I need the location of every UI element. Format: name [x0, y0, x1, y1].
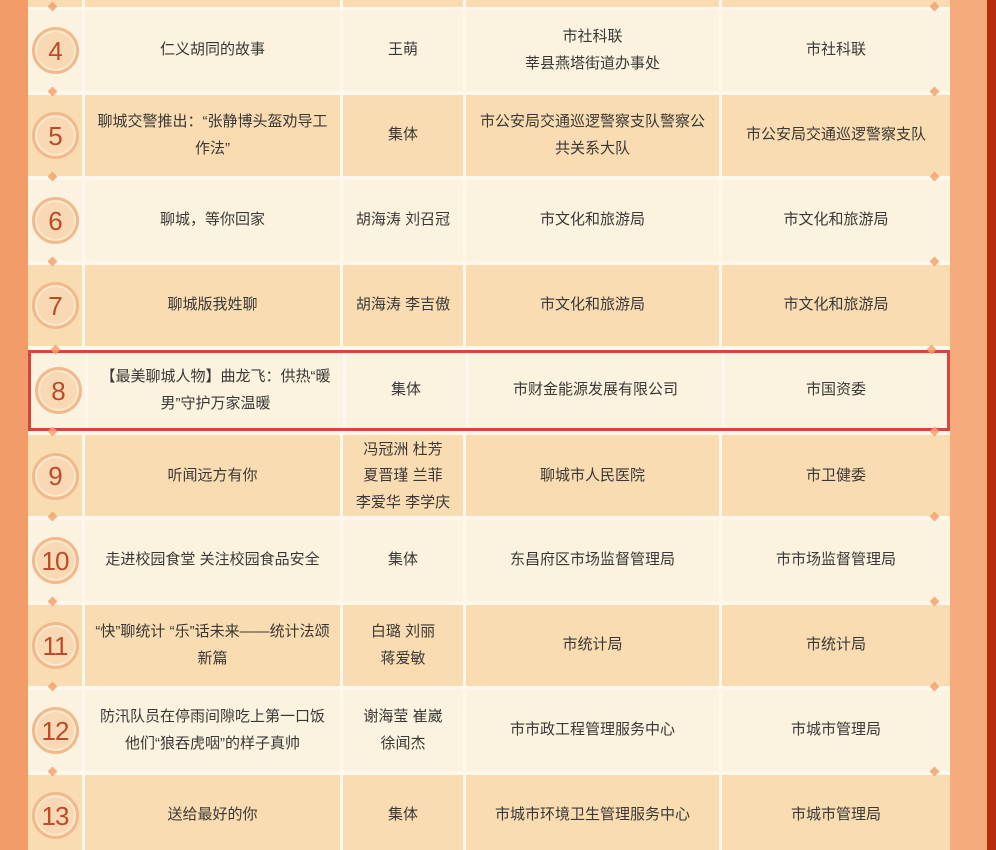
row-number-badge: 4 — [31, 27, 79, 74]
row-number-badge: 7 — [31, 282, 79, 329]
row-number-cell: 9 — [28, 435, 85, 518]
recommending-unit: 市城市管理局 — [790, 721, 881, 739]
recommending-unit: 市公安局交通巡逻警察支队 — [745, 126, 926, 144]
recommending-unit: 市卫健委 — [805, 467, 866, 485]
author-names: 集体 — [346, 353, 469, 428]
organization: 市市政工程管理服务中心 — [466, 690, 722, 771]
table-row: 13 送给最好的你 集体 市城市环境卫生管理服务中心 市城市管理局 — [28, 775, 950, 850]
right-border-strip — [950, 0, 987, 850]
organization: 聊城市人民医院 — [466, 435, 722, 518]
recommending-unit: 市社科联 — [805, 41, 866, 59]
author-names: 胡海涛 刘召冠 — [343, 180, 466, 261]
author-names: 胡海涛 李吉傲 — [343, 265, 466, 346]
row-number-badge: 6 — [31, 197, 79, 244]
work-title: 聊城，等你回家 — [85, 180, 343, 261]
work-title: 聊城版我姓聊 — [85, 265, 343, 346]
row-number: 12 — [41, 715, 70, 746]
row-number-cell: 6 — [28, 180, 85, 261]
row-number-badge: 5 — [31, 112, 79, 159]
partial-cell — [466, 0, 722, 7]
author-names: 集体 — [343, 775, 466, 850]
author-names: 白璐 刘丽 蒋爱敏 — [343, 605, 466, 686]
table-row: 7 聊城版我姓聊 胡海涛 李吉傲 市文化和旅游局 市文化和旅游局 — [28, 265, 950, 346]
row-number: 9 — [48, 461, 63, 492]
row-number: 13 — [41, 800, 70, 831]
table-row: 10 走进校园食堂 关注校园食品安全 集体 东昌府区市场监督管理局 市市场监督管… — [28, 520, 950, 601]
row-number: 10 — [41, 545, 70, 576]
partial-row-top — [28, 0, 950, 7]
table-row: 12 防汛队员在停雨间隙吃上第一口饭 他们“狼吞虎咽”的样子真帅 谢海莹 崔崴 … — [28, 690, 950, 771]
recommending-unit: 市市场监督管理局 — [775, 551, 896, 569]
row-number-badge: 9 — [31, 452, 79, 500]
organization: 市统计局 — [466, 605, 722, 686]
row-number: 8 — [51, 375, 66, 406]
row-number-badge: 11 — [31, 622, 79, 669]
work-title: 走进校园食堂 关注校园食品安全 — [85, 520, 343, 601]
table-row: 6 聊城，等你回家 胡海涛 刘召冠 市文化和旅游局 市文化和旅游局 — [28, 180, 950, 261]
row-number-badge: 13 — [31, 792, 79, 839]
row-number-cell: 11 — [28, 605, 85, 686]
partial-cell — [722, 0, 950, 7]
row-number-cell: 12 — [28, 690, 85, 771]
author-names: 王萌 — [343, 10, 466, 91]
partial-cell — [85, 0, 343, 7]
organization: 市文化和旅游局 — [466, 180, 722, 261]
table-row: 9 听闻远方有你 冯冠洲 杜芳 夏晋瑾 兰菲 李爱华 李学庆 聊城市人民医院 市… — [28, 435, 950, 518]
work-title: 【最美聊城人物】曲龙飞：供热“暖男”守护万家温暖 — [88, 353, 346, 428]
work-title: “快”聊统计 “乐”话未来——统计法颂新篇 — [85, 605, 343, 686]
row-number: 5 — [48, 120, 63, 151]
row-number: 7 — [48, 290, 63, 321]
row-number: 4 — [48, 35, 63, 66]
row-number-badge: 8 — [34, 367, 82, 414]
author-names: 集体 — [343, 520, 466, 601]
work-title: 听闻远方有你 — [85, 435, 343, 518]
table-row: 4 仁义胡同的故事 王萌 市社科联 莘县燕塔街道办事处 市社科联 — [28, 10, 950, 91]
work-title: 聊城交警推出：“张静博头盔劝导工作法” — [85, 95, 343, 176]
row-number-badge: 10 — [31, 537, 79, 584]
table-row: 11 “快”聊统计 “乐”话未来——统计法颂新篇 白璐 刘丽 蒋爱敏 市统计局 … — [28, 605, 950, 686]
author-names: 冯冠洲 杜芳 夏晋瑾 兰菲 李爱华 李学庆 — [343, 435, 466, 518]
red-edge-strip — [987, 0, 996, 850]
partial-cell — [343, 0, 466, 7]
award-table-body: 4 仁义胡同的故事 王萌 市社科联 莘县燕塔街道办事处 市社科联 5 聊城交警推… — [28, 10, 950, 850]
recommending-unit: 市城市管理局 — [790, 806, 881, 824]
organization: 市社科联 莘县燕塔街道办事处 — [466, 10, 722, 91]
row-number: 6 — [48, 205, 63, 236]
recommending-unit: 市文化和旅游局 — [783, 296, 889, 314]
organization: 市公安局交通巡逻警察支队警察公共关系大队 — [466, 95, 722, 176]
work-title: 防汛队员在停雨间隙吃上第一口饭 他们“狼吞虎咽”的样子真帅 — [85, 690, 343, 771]
row-number-cell: 10 — [28, 520, 85, 601]
row-number-cell: 4 — [28, 10, 85, 91]
organization: 市文化和旅游局 — [466, 265, 722, 346]
row-number-badge: 12 — [31, 707, 79, 754]
recommending-unit: 市国资委 — [805, 381, 866, 399]
organization: 市城市环境卫生管理服务中心 — [466, 775, 722, 850]
organization: 东昌府区市场监督管理局 — [466, 520, 722, 601]
organization: 市财金能源发展有限公司 — [469, 353, 725, 428]
row-number-cell: 7 — [28, 265, 85, 346]
recommending-unit: 市统计局 — [805, 636, 866, 654]
work-title: 送给最好的你 — [85, 775, 343, 850]
author-names: 谢海莹 崔崴 徐闻杰 — [343, 690, 466, 771]
left-border-strip — [0, 0, 28, 850]
row-number: 11 — [42, 630, 69, 661]
row-number-cell: 13 — [28, 775, 85, 850]
row-number-cell: 5 — [28, 95, 85, 176]
award-table: 4 仁义胡同的故事 王萌 市社科联 莘县燕塔街道办事处 市社科联 5 聊城交警推… — [28, 0, 950, 850]
partial-cell — [28, 0, 85, 7]
work-title: 仁义胡同的故事 — [85, 10, 343, 91]
recommending-unit: 市文化和旅游局 — [783, 211, 889, 229]
author-names: 集体 — [343, 95, 466, 176]
table-row: 8 【最美聊城人物】曲龙飞：供热“暖男”守护万家温暖 集体 市财金能源发展有限公… — [28, 350, 950, 431]
table-row: 5 聊城交警推出：“张静博头盔劝导工作法” 集体 市公安局交通巡逻警察支队警察公… — [28, 95, 950, 176]
row-number-cell: 8 — [31, 353, 88, 428]
